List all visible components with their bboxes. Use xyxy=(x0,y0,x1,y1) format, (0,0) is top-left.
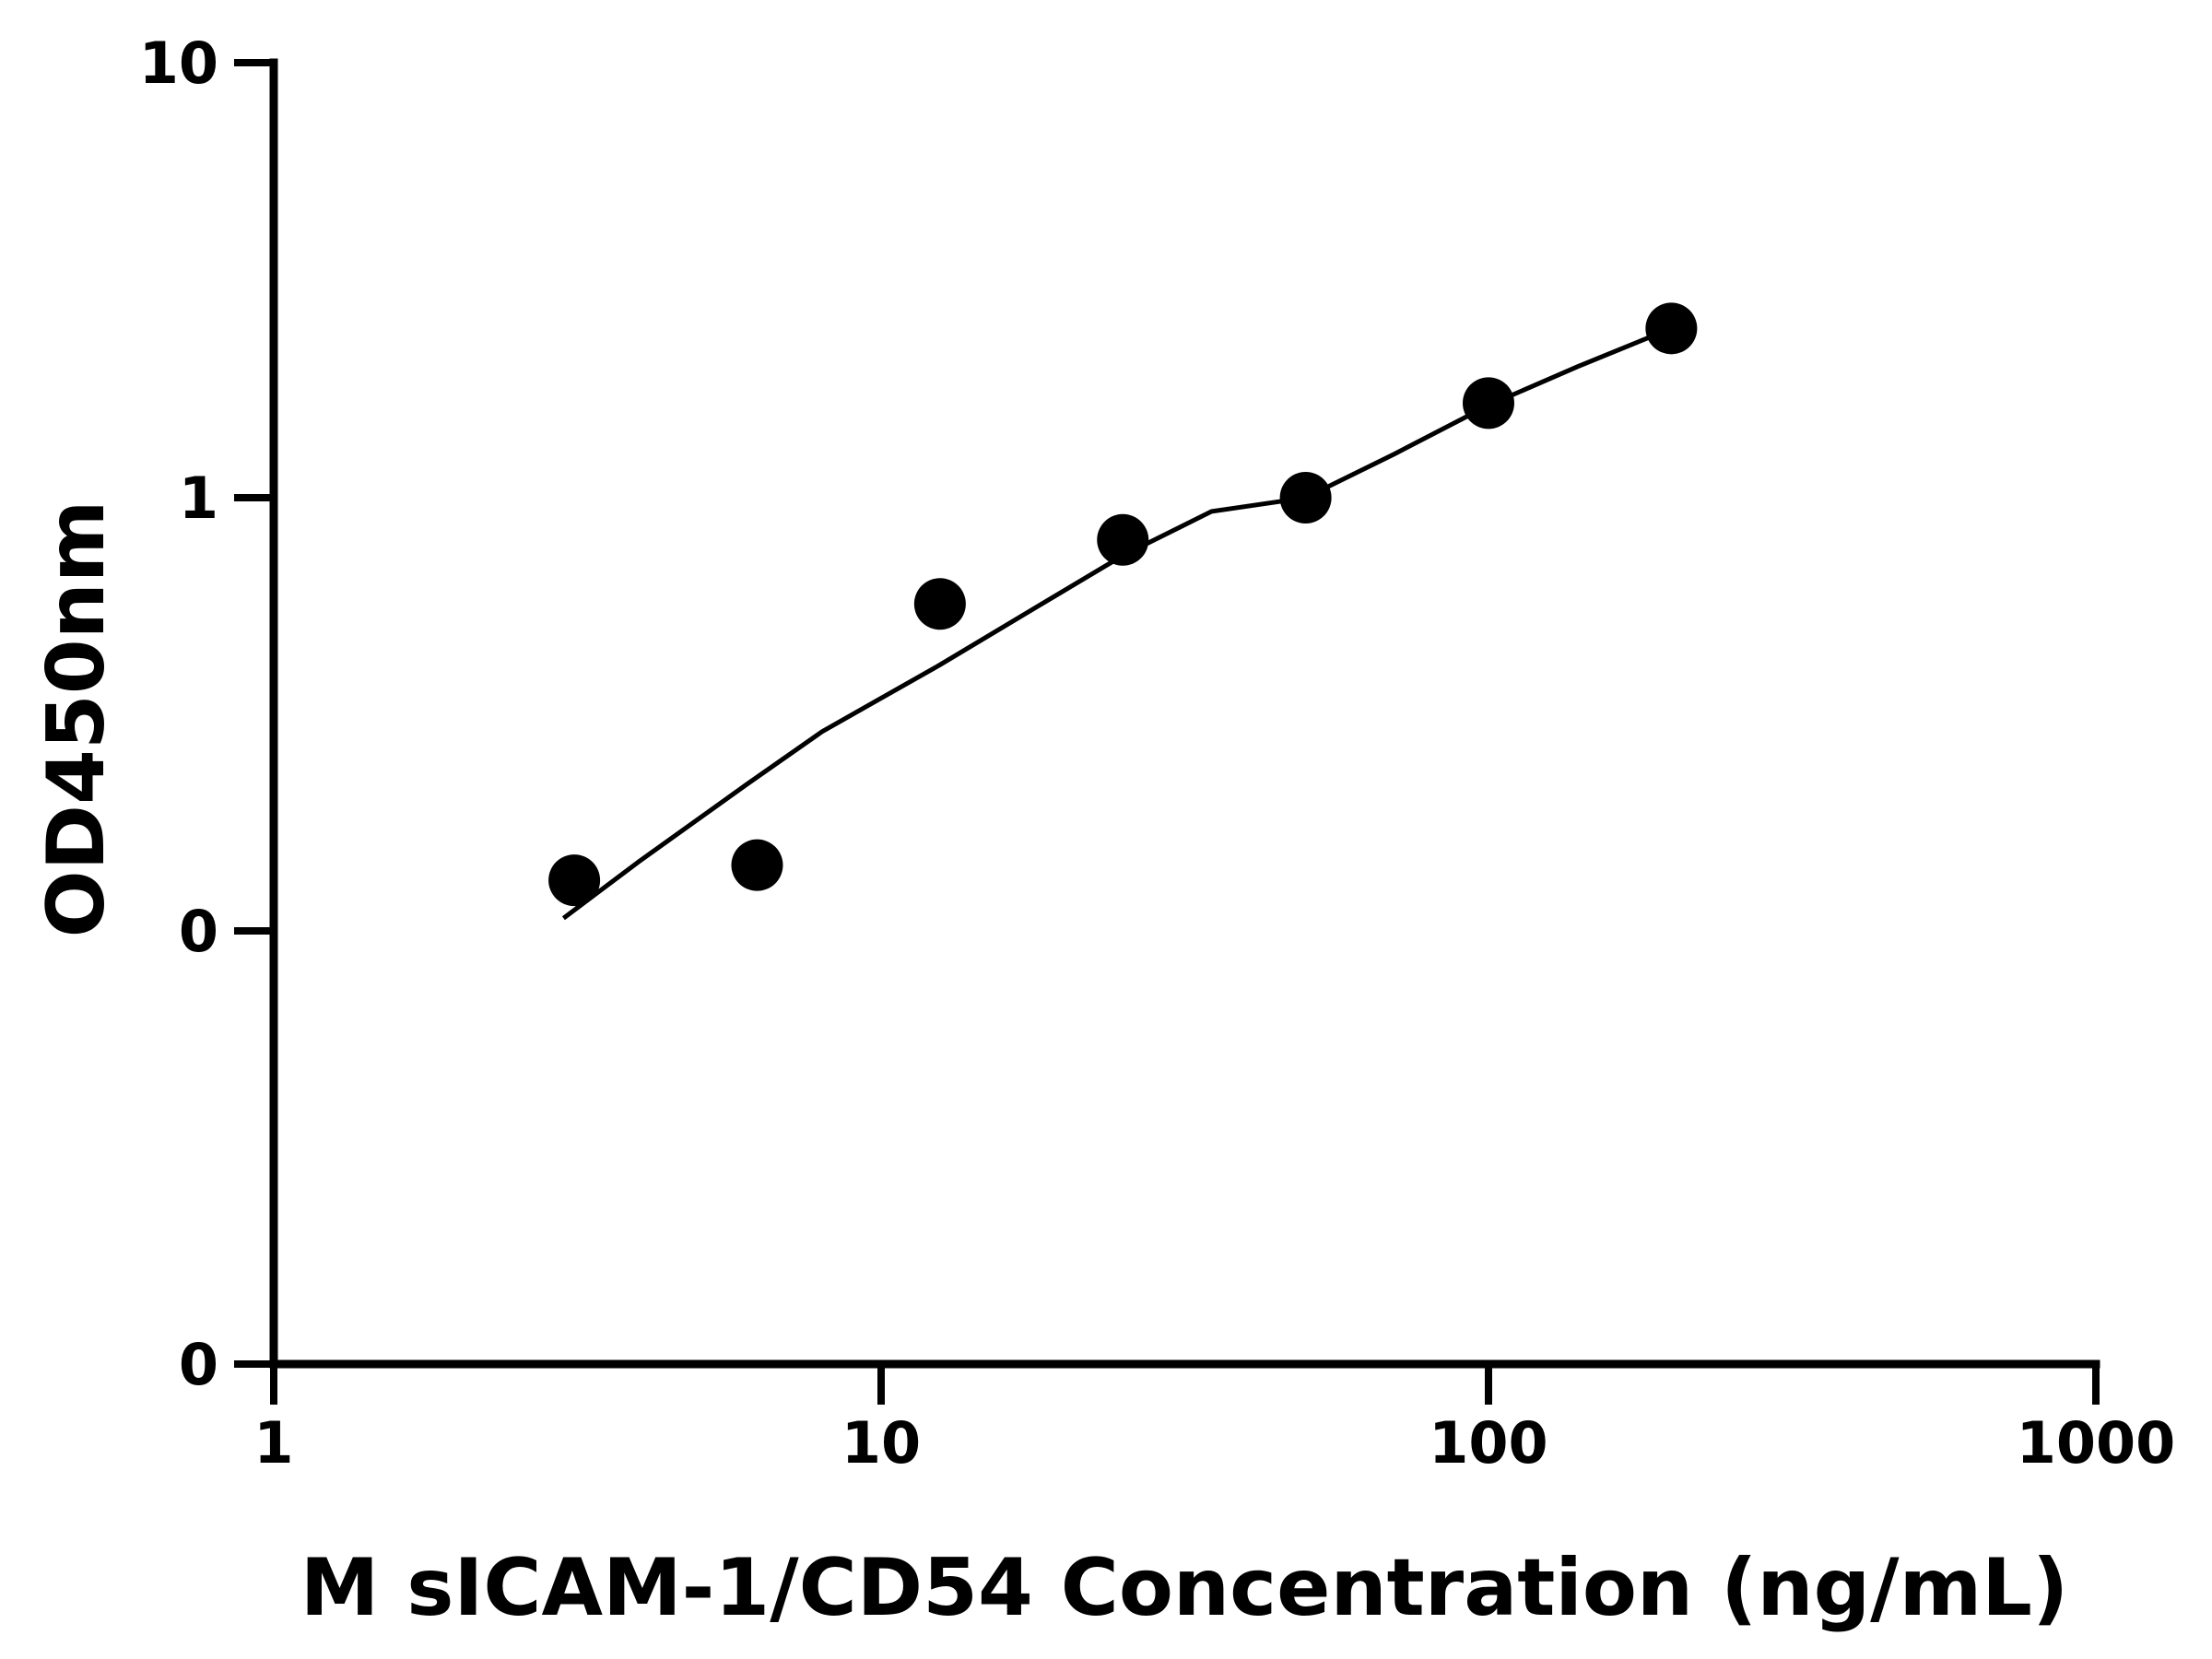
y-tick-label: 10 xyxy=(139,29,218,97)
x-tick-label: 1000 xyxy=(2017,1409,2176,1477)
y-tick-label: 0 xyxy=(179,898,218,965)
data-point xyxy=(1097,513,1149,566)
x-tick-label: 100 xyxy=(1429,1409,1547,1477)
y-axis-title: OD450nm xyxy=(30,500,123,938)
x-tick-label: 10 xyxy=(841,1409,921,1477)
data-point xyxy=(913,578,966,630)
x-tick-label: 1 xyxy=(253,1409,293,1477)
y-ticks: 0 0 1 10 xyxy=(139,29,274,1398)
x-axis-title: M sICAM-1/CD54 Concentration (ng/mL) xyxy=(300,1542,2069,1634)
data-point xyxy=(731,839,783,891)
data-points xyxy=(548,302,1698,907)
data-point xyxy=(1463,377,1514,429)
y-tick-label: 0 xyxy=(179,1331,218,1398)
axes xyxy=(269,58,2100,1369)
data-point xyxy=(548,854,601,907)
x-ticks: 1 10 100 1000 xyxy=(253,1364,2175,1477)
data-point xyxy=(1279,472,1332,524)
y-tick-label: 1 xyxy=(179,465,218,532)
data-point xyxy=(1645,302,1698,355)
